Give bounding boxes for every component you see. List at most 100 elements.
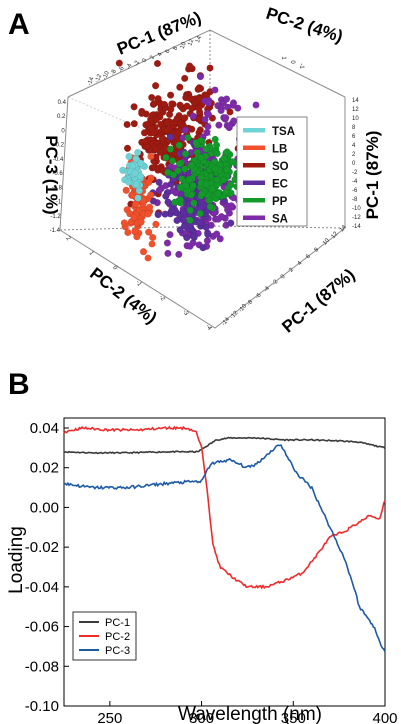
box-edge-front [59,96,346,329]
pc1-top-tick-label: -4 [126,62,134,70]
pc1-top-tick-label: 8 [173,45,180,51]
scatter-point-so [123,144,132,152]
pc2-bottom-axis-title: PC-2 (4%) [86,264,160,328]
scatter-point-pp [175,141,183,149]
pc1-front-tick-label: -14 [221,316,232,327]
scatter-point-pp [222,188,230,196]
pc1-side-tick-label: -12 [352,215,361,221]
loading-series-lines [63,425,386,653]
x-tick-label: 300 [189,710,214,724]
y-tick-label: -0.02 [25,539,59,556]
pc1-top-tick-label: -12 [94,73,103,84]
scatter-point-pp [220,176,228,184]
scatter-point-pp [184,134,192,142]
plot-frame [63,417,386,707]
y-tick-label: 0.00 [30,499,59,516]
pc1-top-tick-label: -2 [134,59,142,67]
y-tick-label: -0.06 [25,619,59,636]
scatter-point-pp [175,160,184,168]
pc1-front-tick-label: 14 [339,224,348,233]
pc3-tick-label: -0.4 [53,157,64,163]
scatter-point-pp [211,135,219,143]
scatter-point-lb [144,210,152,218]
scatter-point-sa [216,235,224,243]
scatter-point-pp [223,148,231,156]
pc1-front-tick-label: 10 [322,237,331,246]
pc2-top-tick-label: 1 [280,56,286,60]
y-tick-label: -0.08 [25,658,59,675]
scatter-point-tsa [137,159,145,167]
pc1-top-tick-label: -6 [118,65,126,73]
scatter-point-so [181,114,189,122]
pca-3d-plot: PC-1 (87%) PC-2 (4%) PC-3 (1%) PC-1 (87%… [42,4,382,337]
legend-swatch-so [243,163,265,168]
pc2-top-tick-label: 0 [289,60,295,64]
pc1-side-tick-label: 6 [352,134,356,140]
scatter-point-pp [211,165,219,173]
scatter-point-so [130,120,138,128]
scatter-point-ec [155,178,163,186]
scatter-point-tsa [132,180,140,188]
scatter-point-so [181,74,189,82]
scatter-point-sa [196,73,205,81]
pca-scatter-points [115,59,272,262]
pc1-front-tick-label: 8 [314,246,321,253]
scatter-point-sa [214,215,222,223]
pc1-side-tick-label: 2 [352,152,356,158]
pc1-top-tick-label: -14 [87,76,96,87]
y-axis-title: Loading [6,526,27,594]
x-tick-label: 350 [281,710,306,724]
scatter-point-so [188,125,196,133]
pc2-top-tick-label: -1 [298,63,304,69]
scatter-point-sa [222,114,230,122]
scatter-point-pp [206,196,214,204]
pc3-tick-label: 0 [61,128,65,134]
scatter-point-pp [189,182,197,190]
scatter-point-so [153,59,162,68]
scatter-point-sa [163,239,171,247]
scatter-point-so [163,126,171,134]
scatter-point-so [194,85,202,93]
scatter-point-lb [130,213,138,221]
scatter-point-pp [202,145,210,153]
scatter-point-pp [206,203,214,211]
loading-axis-ticks: 250 300 350 400 0.04 0.02 0.00 -0.02 -0.04 -0.06 -… [25,420,398,724]
scatter-point-tsa [136,172,144,180]
legend-swatch-tsa [243,128,265,133]
pc2-top-axis-title: PC-2 (4%) [264,4,345,47]
legend-label-tsa: TSA [272,126,295,138]
x-tick-label: 400 [372,710,397,724]
scatter-point-sa [201,115,209,124]
pc1-side-tick-label: -6 [352,188,358,194]
scatter-point-so [123,120,131,129]
pc1-front-tick-label: 12 [331,231,340,240]
scatter-point-sa [215,121,223,129]
scatter-point-ec [179,216,187,224]
scatter-point-pp [198,190,206,198]
scatter-point-so [226,108,234,116]
scatter-point-lb [152,220,160,228]
scatter-point-lb [122,186,130,194]
scatter-point-lb [147,191,155,199]
scatter-point-pp [182,150,190,158]
scatter-point-so [167,105,175,113]
pc3-tick-label: 0.2 [57,114,66,120]
scatter-point-pp [213,176,221,184]
scatter-point-pp [223,166,231,174]
legend-label-pp: PP [272,196,288,208]
legend-swatch-ec [243,180,265,185]
y-tick-label: -0.10 [25,698,59,715]
scatter-point-pp [227,181,235,189]
pc1-front-tick-label: -10 [238,303,249,314]
scatter-point-pp [197,153,205,162]
scatter-point-so [176,83,184,91]
scatter-point-sa [252,101,260,109]
pc3-axis-title: PC-3 (1%) [42,135,61,214]
scatter-point-so [152,82,160,90]
pc1-side-tick-label: 12 [352,107,359,113]
scatter-point-so [167,91,175,99]
pc1-side-tick-label: 10 [352,116,359,122]
pc1-side-tick-label: 0 [352,161,356,167]
scatter-point-lb [139,248,148,256]
scatter-point-so [148,93,156,102]
